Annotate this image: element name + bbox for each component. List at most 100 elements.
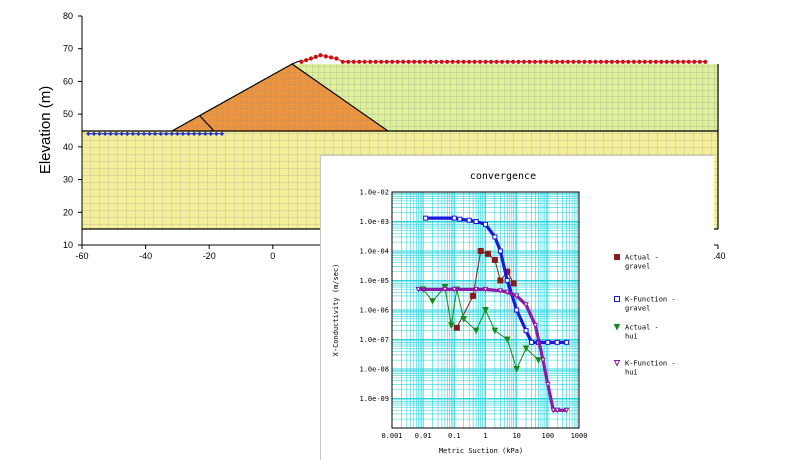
crest-marker: [554, 59, 560, 64]
crest-marker: [390, 59, 395, 64]
data-point: [550, 407, 557, 414]
crest-marker: [450, 59, 455, 64]
data-point: [429, 298, 436, 305]
conv-x-tick-label: 10: [512, 432, 520, 440]
conv-x-axis-title: Metric Suction (kPa): [439, 447, 523, 455]
crest-marker: [395, 59, 400, 64]
crest-marker: [401, 59, 406, 64]
main-x-tick-label: 0: [270, 251, 275, 261]
data-point: [523, 328, 529, 334]
crest-marker: [543, 59, 549, 64]
legend-label: K-Function -hui: [625, 360, 676, 377]
crest-marker: [488, 59, 494, 64]
main-y-ticks: 80 70 60 50 40 30 20 10: [63, 11, 82, 250]
crest-marker: [582, 59, 587, 64]
conv-y-tick-label: 1.0e-09: [359, 395, 389, 403]
data-point: [514, 307, 520, 313]
crest-marker: [620, 59, 625, 64]
crest-marker: [571, 59, 576, 64]
boundary-marker: [164, 131, 169, 136]
crest-marker: [637, 59, 642, 64]
boundary-marker: [152, 131, 158, 136]
main-y-tick-label: 20: [63, 207, 73, 217]
crest-marker: [318, 53, 323, 58]
data-point: [504, 289, 511, 296]
crest-marker: [686, 59, 691, 64]
conv-series-1: [423, 215, 570, 345]
crest-marker: [346, 59, 351, 64]
data-point: [529, 339, 535, 345]
legend-label: Actual -hui: [625, 324, 659, 341]
boundary-marker: [113, 131, 119, 136]
data-point: [457, 216, 463, 222]
crest-marker: [368, 59, 373, 64]
crest-marker: [379, 59, 384, 64]
boundary-marker: [158, 131, 163, 136]
crest-marker: [362, 59, 367, 64]
conv-y-ticks: 1.0e-02 1.0e-03 1.0e-04 1.0e-05 1.0e-06 1.0e-…: [359, 189, 389, 404]
data-point: [483, 221, 488, 227]
crest-marker: [505, 59, 510, 64]
main-x-tick-label: -60: [75, 251, 88, 261]
crest-marker: [417, 59, 422, 64]
data-point: [423, 215, 429, 221]
crest-marker: [648, 59, 653, 64]
data-point: [613, 360, 621, 367]
data-point: [510, 280, 517, 287]
conv-y-tick-label: 1.0e-04: [359, 248, 389, 256]
crest-marker: [631, 59, 636, 64]
crest-marker: [516, 59, 521, 64]
data-point: [460, 315, 468, 323]
crest-marker: [445, 59, 450, 64]
data-point: [491, 256, 498, 263]
crest-marker: [604, 59, 609, 64]
main-y-tick-label: 50: [63, 109, 73, 119]
crest-marker: [653, 59, 658, 64]
boundary-marker: [130, 131, 136, 136]
data-point: [513, 293, 520, 300]
data-point: [613, 324, 621, 331]
crest-marker: [384, 59, 389, 64]
crest-marker: [626, 59, 631, 64]
data-point: [545, 381, 551, 388]
conv-title: convergence: [470, 171, 536, 182]
main-y-axis-title: Elevation (m): [37, 86, 54, 174]
conv-x-tick-label: 1000: [571, 432, 588, 440]
crest-marker: [477, 59, 483, 64]
data-point: [473, 286, 479, 293]
crest-marker: [340, 59, 345, 64]
conv-x-tick-label: 0.001: [381, 432, 402, 440]
conv-legend: Actual -gravel K-Function -gravel Actual -…: [613, 254, 676, 377]
crest-marker: [329, 55, 334, 60]
crest-marker: [615, 59, 620, 64]
data-point: [482, 307, 489, 314]
crest-marker: [538, 59, 543, 64]
data-point: [503, 336, 511, 344]
data-point: [466, 217, 472, 223]
boundary-marker: [141, 131, 147, 136]
upstream-water-markers: [86, 131, 225, 136]
conv-frame: [391, 191, 580, 429]
data-point: [497, 288, 504, 294]
crest-marker: [373, 59, 378, 64]
boundary-marker: [136, 131, 141, 136]
data-point: [522, 345, 530, 352]
crest-marker: [313, 54, 318, 59]
crest-marker: [565, 59, 571, 64]
main-y-tick-label: 40: [63, 142, 73, 152]
legend-label: Actual -gravel: [625, 254, 659, 271]
main-y-tick-label: 70: [63, 44, 73, 54]
conv-y-tick-label: 1.0e-03: [359, 218, 389, 226]
main-y-tick-label: 80: [63, 11, 73, 21]
crest-marker: [521, 59, 527, 64]
crest-marker: [675, 59, 680, 64]
region-backfill: [292, 64, 718, 131]
legend-label: K-Function -gravel: [625, 296, 676, 313]
data-point: [442, 286, 448, 293]
crest-marker: [299, 59, 304, 64]
crest-marker: [560, 59, 565, 64]
crest-marker: [323, 54, 328, 59]
data-point: [554, 339, 560, 345]
data-point: [448, 322, 455, 330]
data-point: [482, 286, 489, 293]
